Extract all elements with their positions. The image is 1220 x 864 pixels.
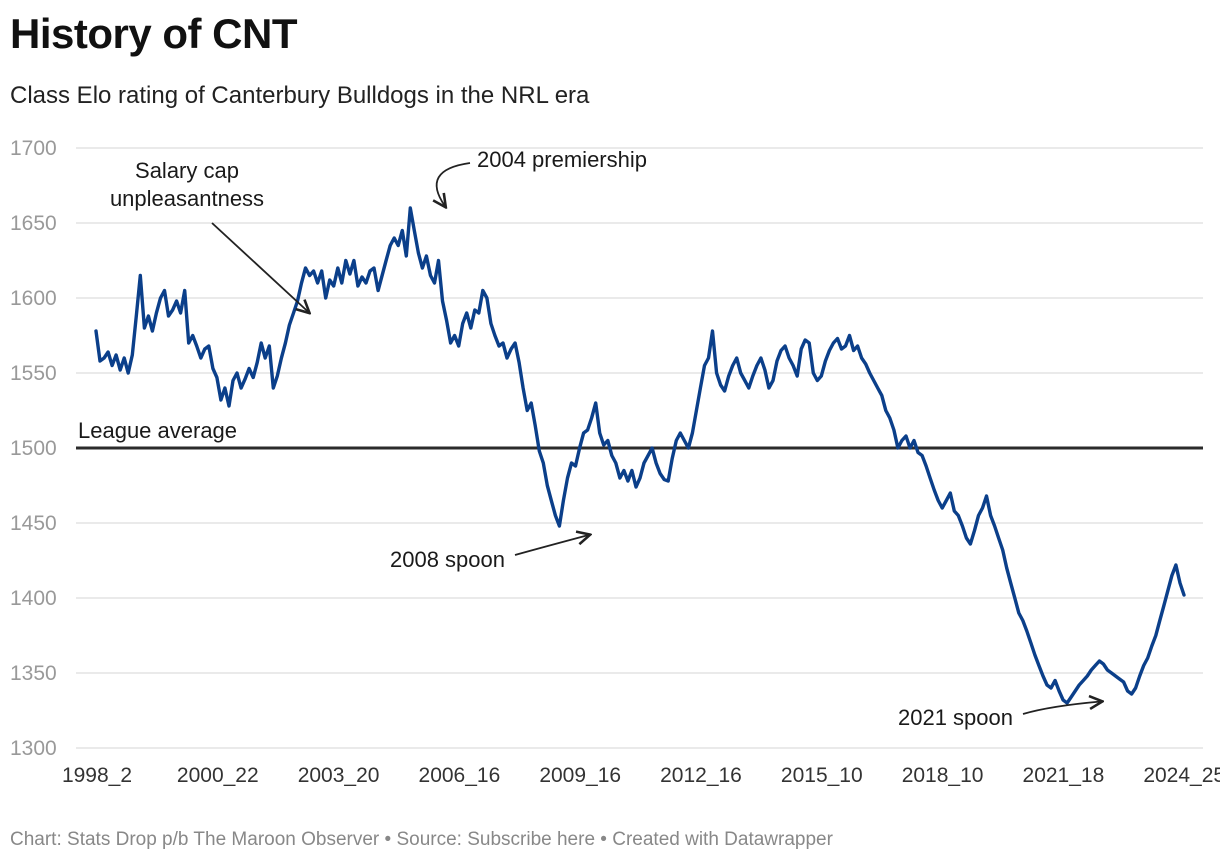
annotation-arrow xyxy=(514,535,589,556)
y-tick-label: 1300 xyxy=(10,737,57,760)
line-chart: 1300 1350 1400 1450 1500 1550 1600 1650 1700 1998… xyxy=(10,137,1220,787)
x-tick-label: 2009_16 xyxy=(539,764,621,787)
y-tick-label: 1650 xyxy=(10,212,57,235)
y-tick-label: 1350 xyxy=(10,662,57,685)
y-tick-label: 1550 xyxy=(10,362,57,385)
x-tick-label: 2000_22 xyxy=(177,764,259,787)
y-tick-label: 1700 xyxy=(10,137,57,160)
annotation-label: unpleasantness xyxy=(110,186,264,211)
annotation-label: 2008 spoon xyxy=(390,547,505,572)
y-tick-label: 1450 xyxy=(10,512,57,535)
x-tick-label: 1998_2 xyxy=(62,764,132,787)
annotation-label: 2021 spoon xyxy=(898,705,1013,730)
chart-subtitle: Class Elo rating of Canterbury Bulldogs … xyxy=(10,82,590,109)
x-tick-label: 2018_10 xyxy=(902,764,984,787)
elo-series-line xyxy=(94,206,1186,705)
y-tick-label: 1500 xyxy=(10,437,57,460)
chart-title: History of CNT xyxy=(10,10,298,57)
y-tick-label: 1400 xyxy=(10,587,57,610)
annotation-arrow xyxy=(437,162,471,206)
chart-footer: Chart: Stats Drop p/b The Maroon Observe… xyxy=(10,829,833,850)
y-tick-label: 1600 xyxy=(10,287,57,310)
annotation-arrow xyxy=(1022,702,1101,715)
x-tick-label: 2006_16 xyxy=(419,764,501,787)
annotation-label: 2004 premiership xyxy=(477,147,647,172)
x-tick-label: 2012_16 xyxy=(660,764,742,787)
x-tick-label: 2003_20 xyxy=(298,764,380,787)
x-tick-label: 2024_25 xyxy=(1143,764,1220,787)
annotation-arrow xyxy=(211,222,308,312)
league-average-label: League average xyxy=(78,418,237,443)
x-tick-label: 2021_18 xyxy=(1023,764,1105,787)
annotation-label: Salary cap xyxy=(135,158,239,183)
x-tick-label: 2015_10 xyxy=(781,764,863,787)
